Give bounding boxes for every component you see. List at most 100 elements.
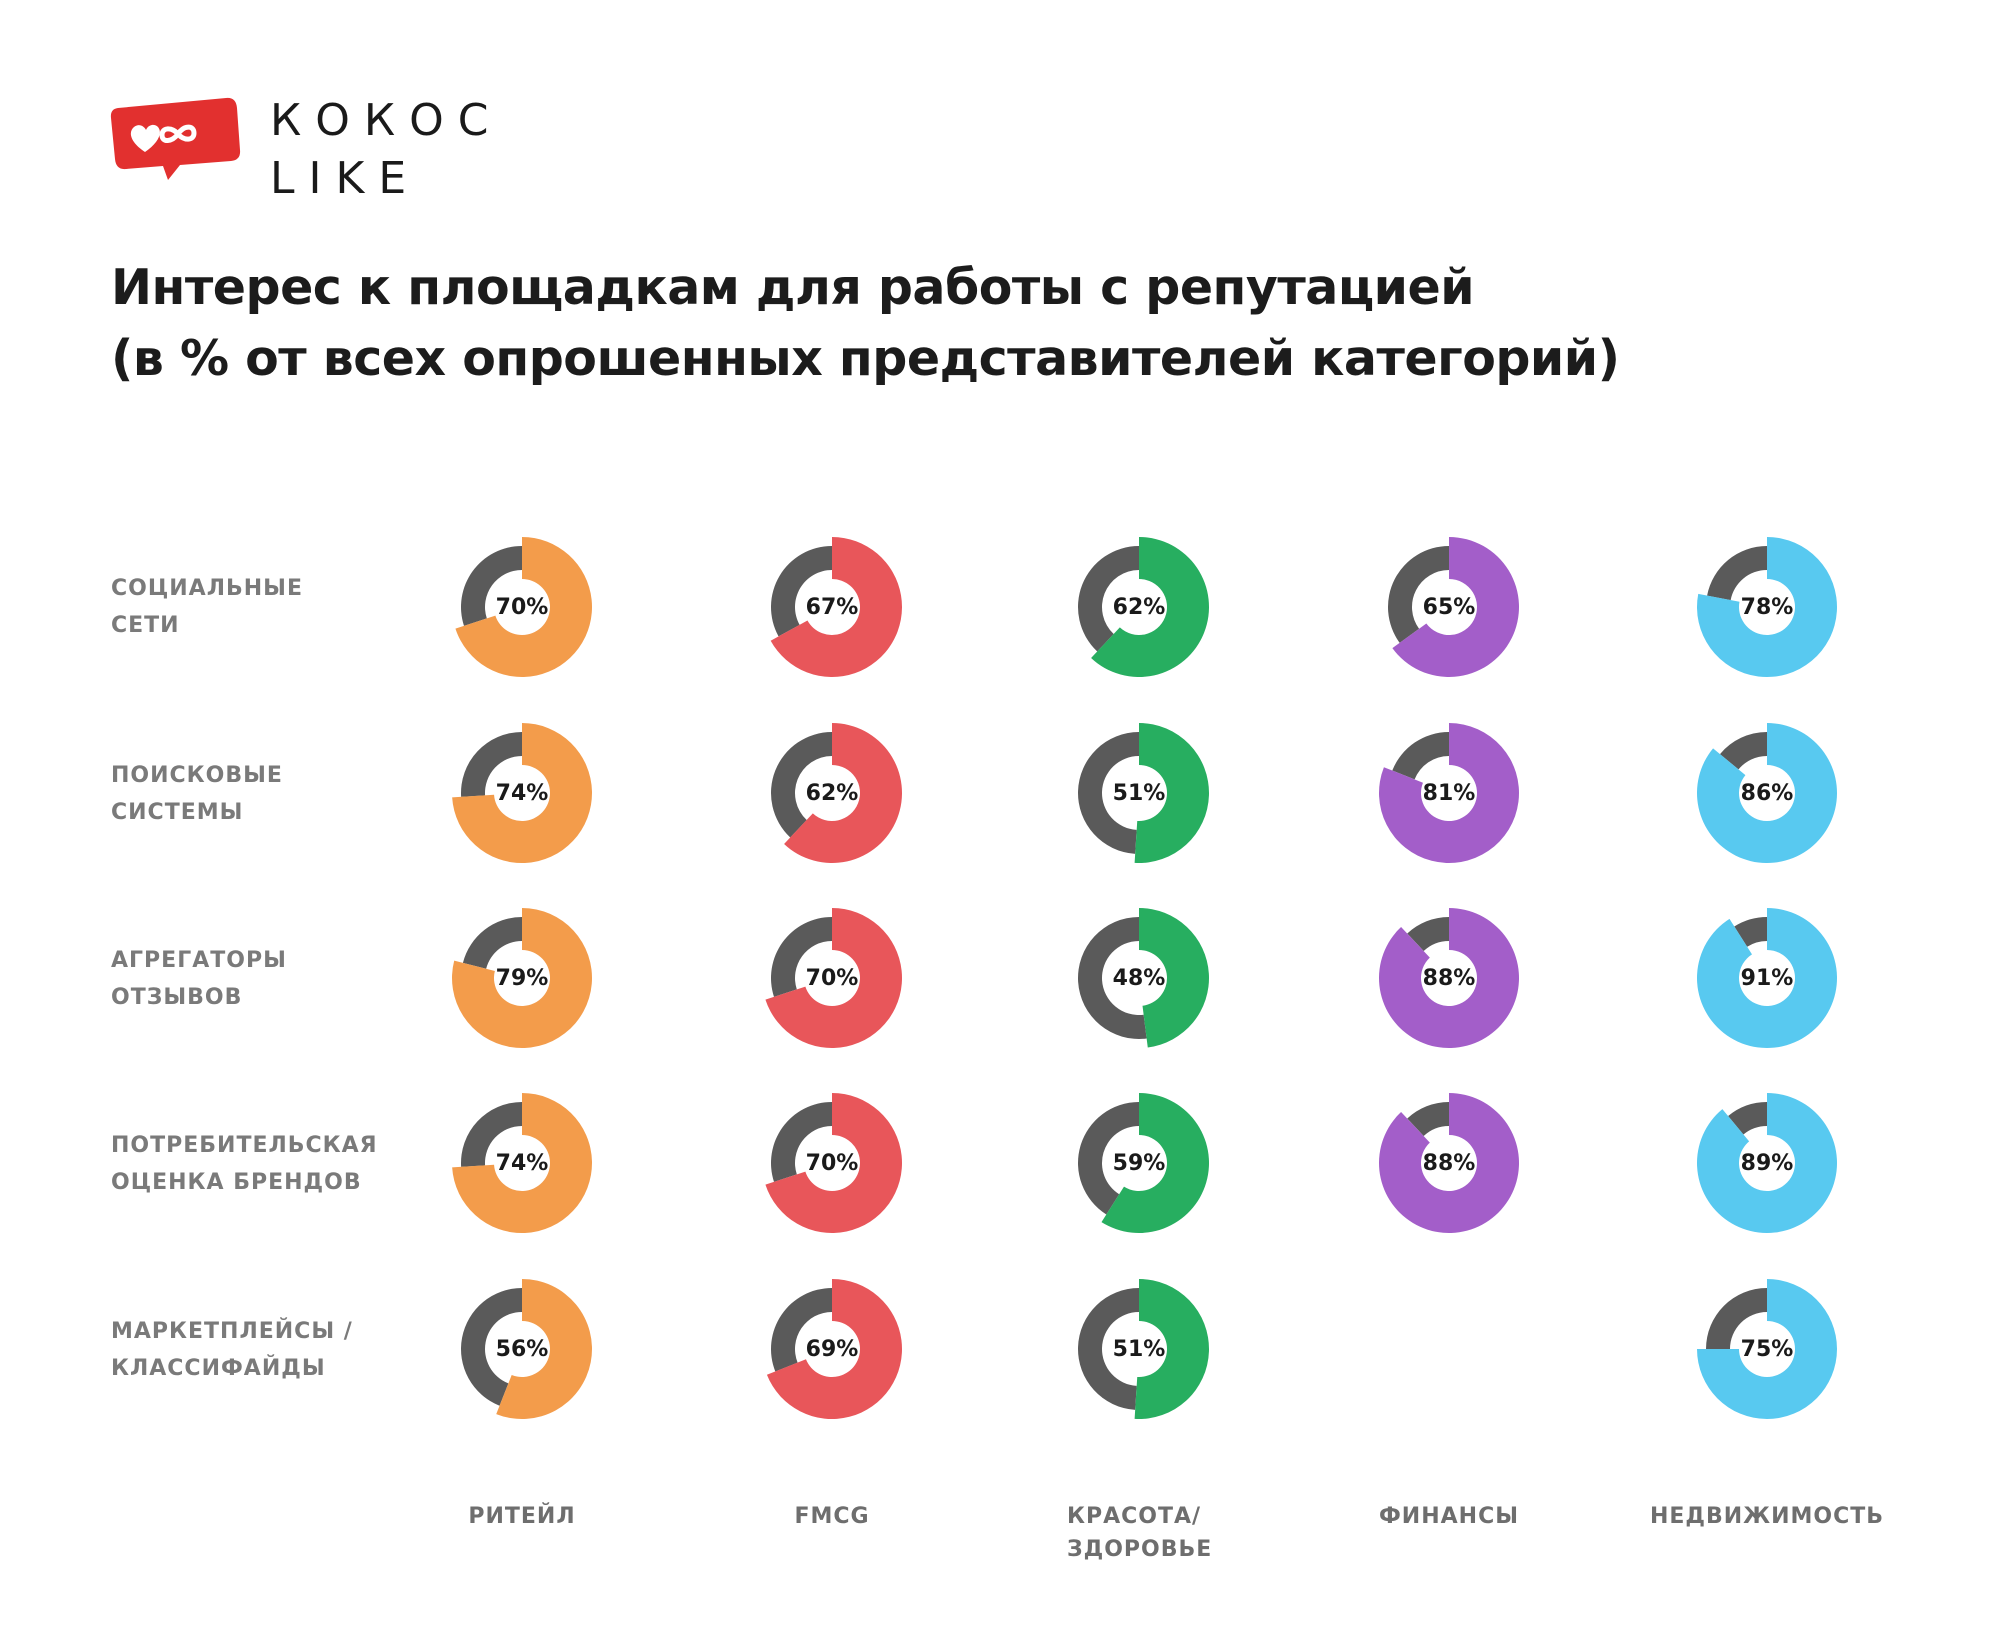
donut-value-label: 88% — [1422, 1150, 1476, 1176]
donut-value-segment — [455, 537, 592, 677]
donut-svg — [1078, 723, 1209, 863]
donut-value-segment — [452, 908, 592, 1048]
donut-remainder-segment — [461, 1102, 522, 1167]
donut-value-segment — [1392, 537, 1519, 677]
donut-remainder-segment — [1706, 1288, 1767, 1349]
column-label-line: ФИНАНСЫ — [1378, 1504, 1520, 1529]
donut-value-segment — [1379, 908, 1519, 1048]
donut-value-label: 78% — [1740, 594, 1794, 620]
donut-value-label: 69% — [805, 1336, 859, 1362]
donut-value-label: 56% — [495, 1336, 549, 1362]
donut-chart: 70% — [447, 532, 597, 682]
donut-chart: 69% — [757, 1274, 907, 1424]
donut-remainder-segment — [771, 732, 832, 838]
chart-title: Интерес к площадкам для работы с репутац… — [111, 252, 1811, 394]
donut-value-segment — [765, 1093, 902, 1233]
donut-value-label: 81% — [1422, 780, 1476, 806]
donut-svg — [1697, 537, 1837, 677]
donut-chart: 48% — [1064, 903, 1214, 1053]
column-label: ФИНАНСЫ — [1319, 1500, 1579, 1533]
row-label-line: МАРКЕТПЛЕЙСЫ / — [111, 1319, 353, 1344]
donut-chart: 78% — [1692, 532, 1842, 682]
donut-value-label: 79% — [495, 965, 549, 991]
donut-chart: 62% — [1064, 532, 1214, 682]
donut-chart: 65% — [1374, 532, 1524, 682]
donut-svg — [1697, 1279, 1837, 1419]
donut-svg — [455, 537, 592, 677]
column-label: НЕДВИЖИМОСТЬ — [1637, 1500, 1897, 1533]
row-label-line: СЕТИ — [111, 613, 180, 638]
donut-chart: 81% — [1374, 718, 1524, 868]
row-label-line: КЛАССИФАЙДЫ — [111, 1356, 326, 1381]
donut-value-segment — [1139, 908, 1210, 1048]
donut-remainder-segment — [771, 1288, 832, 1372]
brand-logo: КОКОС LIKE — [108, 92, 508, 204]
donut-value-label: 62% — [1112, 594, 1166, 620]
donut-chart: 75% — [1692, 1274, 1842, 1424]
chart-title-line2: (в % от всех опрошенных представителей к… — [111, 330, 1620, 387]
donut-value-label: 75% — [1740, 1336, 1794, 1362]
donut-remainder-segment — [1728, 1102, 1767, 1135]
donut-value-segment — [496, 1279, 592, 1419]
donut-svg — [1697, 723, 1837, 863]
column-label-line: ЗДОРОВЬЕ — [1067, 1537, 1213, 1562]
donut-remainder-segment — [461, 732, 522, 797]
donut-value-segment — [1379, 723, 1519, 863]
donut-chart: 67% — [757, 532, 907, 682]
donut-value-label: 67% — [805, 594, 859, 620]
donut-remainder-segment — [1078, 732, 1139, 854]
column-label-line: КРАСОТА/ — [1067, 1504, 1202, 1529]
donut-svg — [1078, 1279, 1209, 1419]
donut-svg — [1379, 1093, 1519, 1233]
donut-value-label: 70% — [805, 965, 859, 991]
donut-chart: 86% — [1692, 718, 1842, 868]
donut-value-label: 70% — [805, 1150, 859, 1176]
donut-value-label: 74% — [495, 1150, 549, 1176]
row-label-line: СИСТЕМЫ — [111, 800, 244, 825]
brand-name-line1: КОКОС — [270, 95, 503, 146]
donut-svg — [1379, 723, 1519, 863]
row-label-line: ОТЗЫВОВ — [111, 985, 243, 1010]
donut-remainder-segment — [461, 1288, 522, 1406]
donut-remainder-segment — [771, 917, 832, 997]
row-label: СОЦИАЛЬНЫЕ СЕТИ — [111, 570, 401, 644]
brand-name-line2: LIKE — [270, 153, 421, 204]
donut-chart: 74% — [447, 1088, 597, 1238]
donut-svg — [765, 908, 902, 1048]
donut-svg — [1078, 1093, 1209, 1233]
donut-chart: 74% — [447, 718, 597, 868]
donut-value-label: 62% — [805, 780, 859, 806]
donut-value-label: 88% — [1422, 965, 1476, 991]
donut-chart: 51% — [1064, 1274, 1214, 1424]
donut-chart: 70% — [757, 903, 907, 1053]
donut-remainder-segment — [1392, 732, 1449, 780]
donut-chart: 88% — [1374, 1088, 1524, 1238]
donut-remainder-segment — [1388, 546, 1449, 643]
donut-svg — [765, 1093, 902, 1233]
donut-value-segment — [1091, 537, 1209, 677]
column-label: FMCG — [702, 1500, 962, 1533]
row-label-line: ОЦЕНКА БРЕНДОВ — [111, 1170, 362, 1195]
row-label: МАРКЕТПЛЕЙСЫ / КЛАССИФАЙДЫ — [111, 1313, 401, 1387]
donut-value-label: 59% — [1112, 1150, 1166, 1176]
donut-remainder-segment — [1078, 1288, 1139, 1410]
donut-value-segment — [1697, 537, 1837, 677]
row-label-line: СОЦИАЛЬНЫЕ — [111, 576, 303, 601]
donut-value-label: 51% — [1112, 780, 1166, 806]
donut-value-segment — [1134, 1279, 1209, 1419]
donut-value-label: 86% — [1740, 780, 1794, 806]
donut-svg — [1697, 908, 1837, 1048]
donut-value-segment — [1134, 723, 1209, 863]
donut-svg — [452, 1093, 592, 1233]
donut-svg — [770, 537, 902, 677]
donut-svg — [1697, 1093, 1837, 1233]
donut-svg — [461, 1279, 592, 1419]
donut-svg — [452, 723, 592, 863]
donut-value-segment — [452, 1093, 592, 1233]
column-label-line: FMCG — [794, 1504, 870, 1529]
donut-remainder-segment — [1734, 917, 1767, 947]
column-label: КРАСОТА/ЗДОРОВЬЕ — [1067, 1500, 1327, 1566]
donut-remainder-segment — [1078, 546, 1139, 652]
row-label: АГРЕГАТОРЫ ОТЗЫВОВ — [111, 942, 401, 1016]
donut-svg — [766, 1279, 902, 1419]
